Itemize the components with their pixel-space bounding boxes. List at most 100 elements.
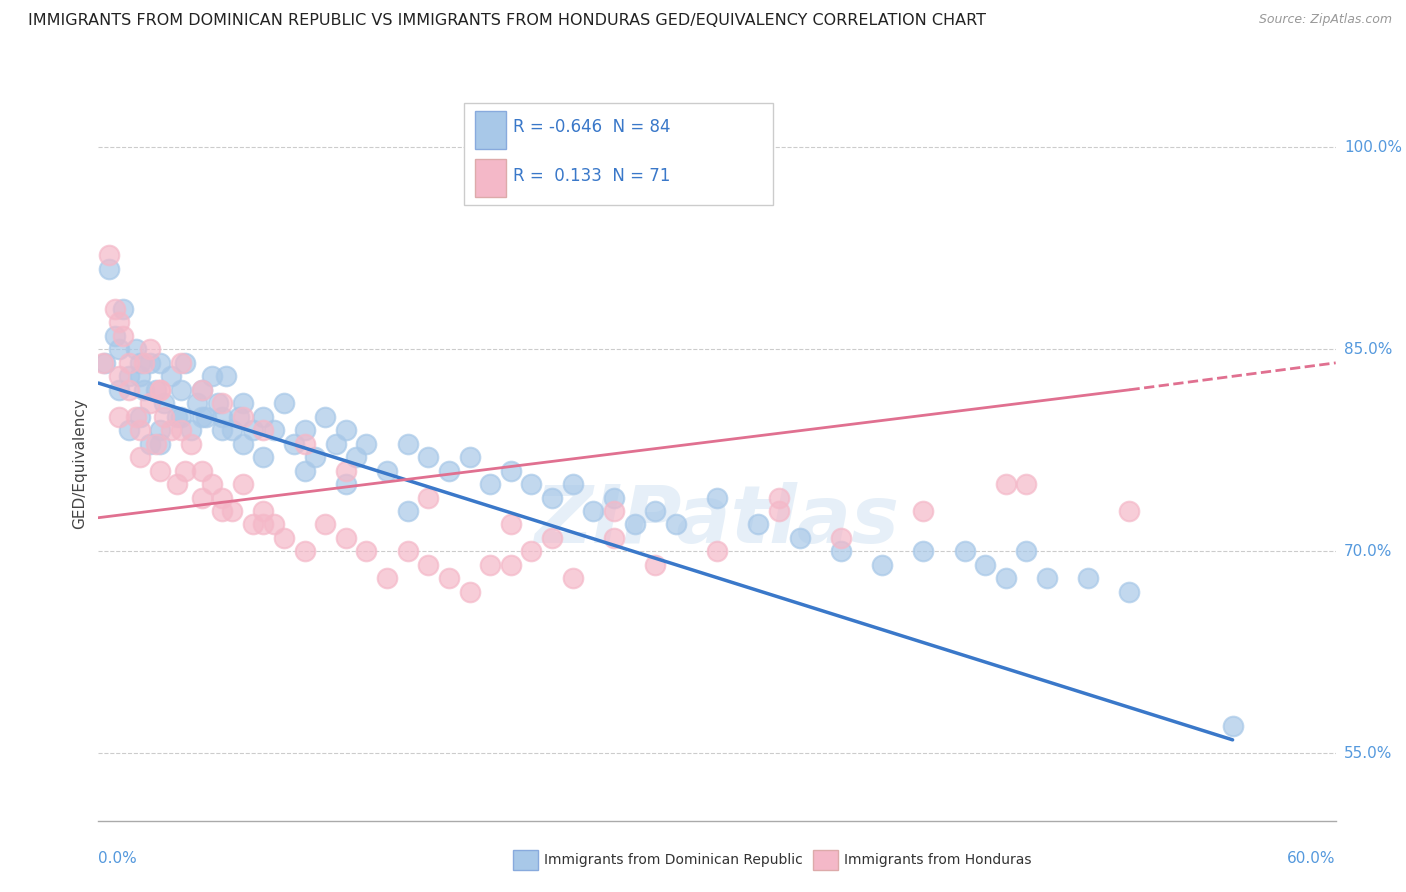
Point [458,584,481,599]
Point [207,396,229,410]
Point [221,423,243,437]
Point [541,491,564,505]
Point [149,436,172,450]
Point [437,571,460,585]
Point [1222,719,1244,733]
Point [325,436,347,450]
Point [396,504,419,518]
Point [201,369,224,384]
Point [830,544,852,558]
Point [294,544,316,558]
Point [170,356,193,370]
Point [170,383,193,397]
Point [174,356,197,370]
Point [118,423,141,437]
Point [145,436,167,450]
Point [108,383,131,397]
Point [186,396,208,410]
Point [644,558,666,572]
Point [112,329,135,343]
Text: 85.0%: 85.0% [1344,342,1392,357]
Point [912,544,935,558]
Point [396,544,419,558]
Point [132,383,155,397]
Y-axis label: GED/Equivalency: GED/Equivalency [72,399,87,529]
Point [458,450,481,464]
Point [314,517,336,532]
Point [145,383,167,397]
Point [190,383,212,397]
Point [1015,544,1038,558]
Point [561,571,583,585]
Point [283,436,305,450]
Point [418,491,440,505]
Point [263,423,285,437]
Point [211,504,233,518]
Point [180,436,202,450]
Text: Source: ZipAtlas.com: Source: ZipAtlas.com [1258,13,1392,27]
Point [159,369,181,384]
Point [228,409,250,424]
Point [304,450,326,464]
Point [335,423,357,437]
Point [128,423,150,437]
Text: R =  0.133  N = 71: R = 0.133 N = 71 [513,168,671,186]
Point [1118,584,1140,599]
Point [108,409,131,424]
Point [149,356,172,370]
Point [263,517,285,532]
Point [953,544,976,558]
Text: 55.0%: 55.0% [1344,746,1392,761]
Point [768,491,790,505]
Point [128,356,150,370]
Point [830,531,852,545]
Point [344,450,367,464]
Point [190,491,212,505]
Point [149,464,172,478]
Point [520,477,543,491]
Point [375,464,398,478]
Point [91,356,114,370]
Point [768,504,790,518]
Point [104,301,127,316]
Point [93,356,115,370]
Point [128,450,150,464]
Point [221,504,243,518]
Text: Immigrants from Dominican Republic: Immigrants from Dominican Republic [544,853,803,867]
Point [128,409,150,424]
Point [335,531,357,545]
Point [112,301,135,316]
Point [153,396,176,410]
Point [396,436,419,450]
Point [139,356,162,370]
Point [356,544,378,558]
Text: 100.0%: 100.0% [1344,140,1402,155]
Point [603,531,626,545]
Point [153,409,176,424]
Point [108,343,131,357]
Point [665,517,688,532]
Point [149,383,172,397]
Point [211,491,233,505]
Point [201,477,224,491]
Text: IMMIGRANTS FROM DOMINICAN REPUBLIC VS IMMIGRANTS FROM HONDURAS GED/EQUIVALENCY C: IMMIGRANTS FROM DOMINICAN REPUBLIC VS IM… [28,13,986,29]
Point [252,409,274,424]
Point [190,464,212,478]
Point [479,558,502,572]
Point [375,571,398,585]
Point [520,544,543,558]
Point [479,477,502,491]
Point [170,409,193,424]
Point [149,383,172,397]
Point [252,450,274,464]
Point [194,409,217,424]
Point [97,248,120,262]
Point [561,477,583,491]
Point [118,369,141,384]
Point [870,558,893,572]
Point [190,383,212,397]
Text: 0.0%: 0.0% [98,851,138,866]
Point [335,464,357,478]
Point [273,396,295,410]
Point [211,396,233,410]
